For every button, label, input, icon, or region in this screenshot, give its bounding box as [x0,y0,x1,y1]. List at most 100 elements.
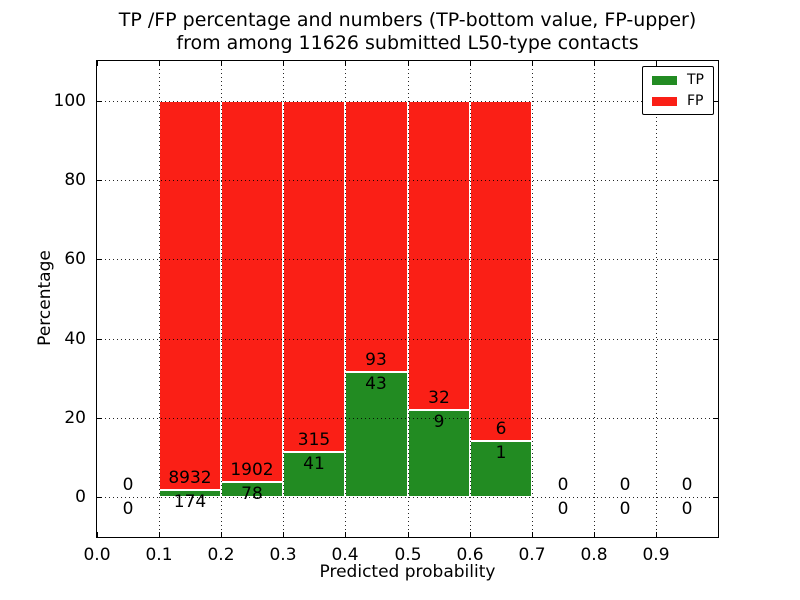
x-tick-label: 0.8 [580,545,608,565]
x-tick-mark [345,532,346,537]
x-tick-label: 0.0 [83,545,111,565]
plot-area [96,60,719,538]
x-tick-mark [283,61,284,66]
tp-count-label: 0 [122,499,134,519]
x-tick-label: 0.1 [145,545,173,565]
chart-title-line-1: TP /FP percentage and numbers (TP-bottom… [118,9,697,31]
x-axis-label: Predicted probability [319,562,496,582]
gridline-vertical [594,61,595,537]
legend: TP FP [642,66,714,115]
gridline-horizontal [97,259,718,260]
y-tick-mark [97,339,102,340]
y-tick-mark [713,180,718,181]
gridline-horizontal [97,497,718,498]
fp-count-label: 315 [297,430,331,450]
x-tick-mark [159,532,160,537]
tp-count-label: 1 [495,443,507,463]
y-tick-mark [713,259,718,260]
bar-fp-segment [221,101,283,482]
x-tick-label: 0.4 [331,545,359,565]
y-tick-mark [97,259,102,260]
legend-item-tp: TP [652,73,704,87]
legend-item-fp: FP [652,94,704,108]
x-tick-label: 0.5 [394,545,422,565]
y-tick-mark [713,339,718,340]
x-tick-mark [532,532,533,537]
y-tick-mark [97,497,102,498]
x-tick-mark [221,532,222,537]
fp-count-label: 93 [365,350,387,370]
x-tick-label: 0.9 [642,545,670,565]
x-tick-mark [470,532,471,537]
tp-count-label: 41 [303,454,325,474]
bar-tp-segment [345,372,408,497]
y-tick-mark [97,418,102,419]
fp-count-label: 0 [557,475,569,495]
x-tick-mark [470,61,471,66]
x-tick-label: 0.2 [207,545,235,565]
x-tick-label: 0.7 [518,545,546,565]
tp-count-label: 43 [365,374,387,394]
chart-title-line-2: from among 11626 submitted L50-type cont… [176,32,639,54]
tp-count-label: 9 [433,412,445,432]
bar-tp-segment [283,452,345,497]
x-tick-mark [97,61,98,66]
x-tick-mark [283,532,284,537]
fp-count-label: 1902 [230,460,274,480]
gridline-vertical [159,61,160,537]
x-tick-mark [594,532,595,537]
y-tick-label: 20 [64,408,86,428]
gridline-horizontal [97,101,718,102]
fp-count-label: 0 [122,475,134,495]
gridline-vertical [408,61,409,537]
tp-count-label: 0 [681,499,693,519]
fp-count-label: 32 [428,388,450,408]
x-tick-mark [532,61,533,66]
fp-count-label: 0 [681,475,693,495]
y-tick-mark [713,101,718,102]
gridline-horizontal [97,180,718,181]
x-tick-mark [345,61,346,66]
y-tick-label: 0 [75,487,86,507]
y-tick-mark [97,101,102,102]
tp-count-label: 0 [557,499,569,519]
gridline-vertical [221,61,222,537]
gridline-horizontal [97,418,718,419]
legend-tp-swatch-icon [652,75,677,85]
x-tick-mark [656,532,657,537]
x-tick-mark [97,532,98,537]
bar-fp-segment [159,101,221,490]
x-tick-mark [408,61,409,66]
legend-fp-label: FP [687,93,704,109]
bar-fp-segment [283,101,345,452]
x-tick-mark [408,532,409,537]
x-tick-mark [594,61,595,66]
tp-count-label: 78 [241,484,263,504]
gridline-vertical [656,61,657,537]
gridline-vertical [532,61,533,537]
y-tick-mark [713,497,718,498]
gridline-vertical [345,61,346,537]
tp-count-label: 0 [619,499,631,519]
fp-count-label: 8932 [168,468,212,488]
x-tick-label: 0.6 [456,545,484,565]
legend-fp-swatch-icon [652,96,677,106]
fp-count-label: 0 [619,475,631,495]
y-tick-label: 40 [64,329,86,349]
y-tick-label: 100 [53,91,86,111]
gridline-vertical [470,61,471,537]
x-tick-mark [159,61,160,66]
legend-tp-label: TP [687,72,704,88]
x-tick-mark [221,61,222,66]
gridline-vertical [283,61,284,537]
x-tick-label: 0.3 [269,545,297,565]
x-tick-mark [656,61,657,66]
y-tick-mark [713,418,718,419]
tp-count-label: 174 [173,492,207,512]
y-tick-mark [97,180,102,181]
y-tick-label: 80 [64,170,86,190]
bar-fp-segment [345,101,408,372]
fp-count-label: 6 [495,419,507,439]
y-tick-label: 60 [64,249,86,269]
